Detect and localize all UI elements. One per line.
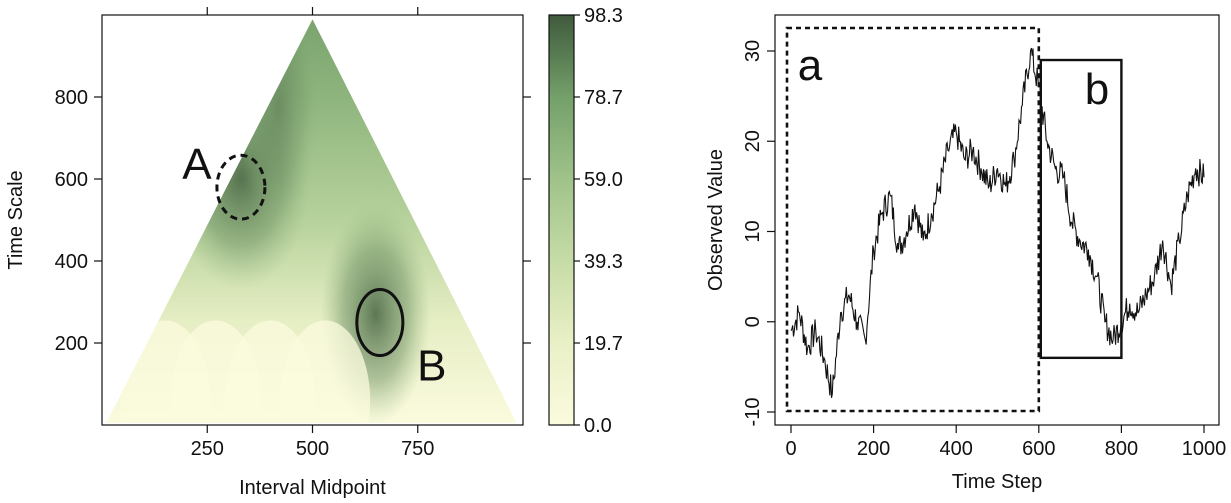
colorbar-gradient xyxy=(548,14,575,426)
y-tick-label: 10 xyxy=(742,220,764,242)
x-tick-label: 600 xyxy=(1022,438,1055,460)
y-tick-label: 200 xyxy=(55,333,88,355)
x-tick-label: 800 xyxy=(1105,438,1138,460)
colorbar-tick-label: 39.3 xyxy=(584,251,623,273)
colorbar-tick-label: 78.7 xyxy=(584,87,623,109)
x-tick-label: 0 xyxy=(785,438,796,460)
heatmap-surface xyxy=(106,19,517,423)
line-plot-frame xyxy=(774,14,1220,426)
annotation-a-label: a xyxy=(798,41,823,90)
colorbar-tick-label: 19.7 xyxy=(584,333,623,355)
y-tick-label: 0 xyxy=(742,316,764,327)
y-tick-label: 400 xyxy=(55,251,88,273)
line-chart-panel: 0 200 400 600 800 1000 -10 0 10 20 30 a b Time Ste… xyxy=(705,14,1227,493)
colorbar: 98.3 78.7 59.0 39.3 19.7 0.0 xyxy=(548,5,623,437)
y-tick-label: 30 xyxy=(742,40,764,62)
y-tick-label: 800 xyxy=(55,87,88,109)
annotation-a-label: A xyxy=(182,140,212,189)
x-tick-label: 1000 xyxy=(1182,438,1227,460)
heatmap-x-axis-label: Interval Midpoint xyxy=(239,477,386,499)
annotation-b-box xyxy=(1039,58,1123,360)
heatmap-panel: 250 500 750 200 400 600 800 A B Interval Midpo… xyxy=(5,7,531,499)
colorbar-tick-label: 0.0 xyxy=(584,415,612,437)
y-tick-label: -10 xyxy=(742,398,764,427)
annotation-b-label: b xyxy=(1085,65,1109,114)
x-tick-label: 500 xyxy=(296,438,329,460)
x-tick-label: 750 xyxy=(401,438,434,460)
annotation-a-box xyxy=(785,26,1041,413)
x-tick-label: 250 xyxy=(191,438,224,460)
annotation-b-label: B xyxy=(417,342,446,391)
y-tick-label: 20 xyxy=(742,130,764,152)
line-y-axis-label: Observed Value xyxy=(705,149,727,291)
line-x-axis-label: Time Step xyxy=(952,471,1042,493)
colorbar-tick-label: 59.0 xyxy=(584,169,623,191)
annotation-b-circle xyxy=(355,288,405,357)
annotation-a-circle xyxy=(215,153,267,221)
heatmap-y-axis-label: Time Scale xyxy=(5,170,27,269)
x-tick-label: 200 xyxy=(857,438,890,460)
series-line xyxy=(790,47,1205,399)
heatmap-low-region xyxy=(280,320,371,423)
y-tick-label: 600 xyxy=(55,169,88,191)
x-tick-label: 400 xyxy=(940,438,973,460)
colorbar-tick-label: 98.3 xyxy=(584,5,623,27)
